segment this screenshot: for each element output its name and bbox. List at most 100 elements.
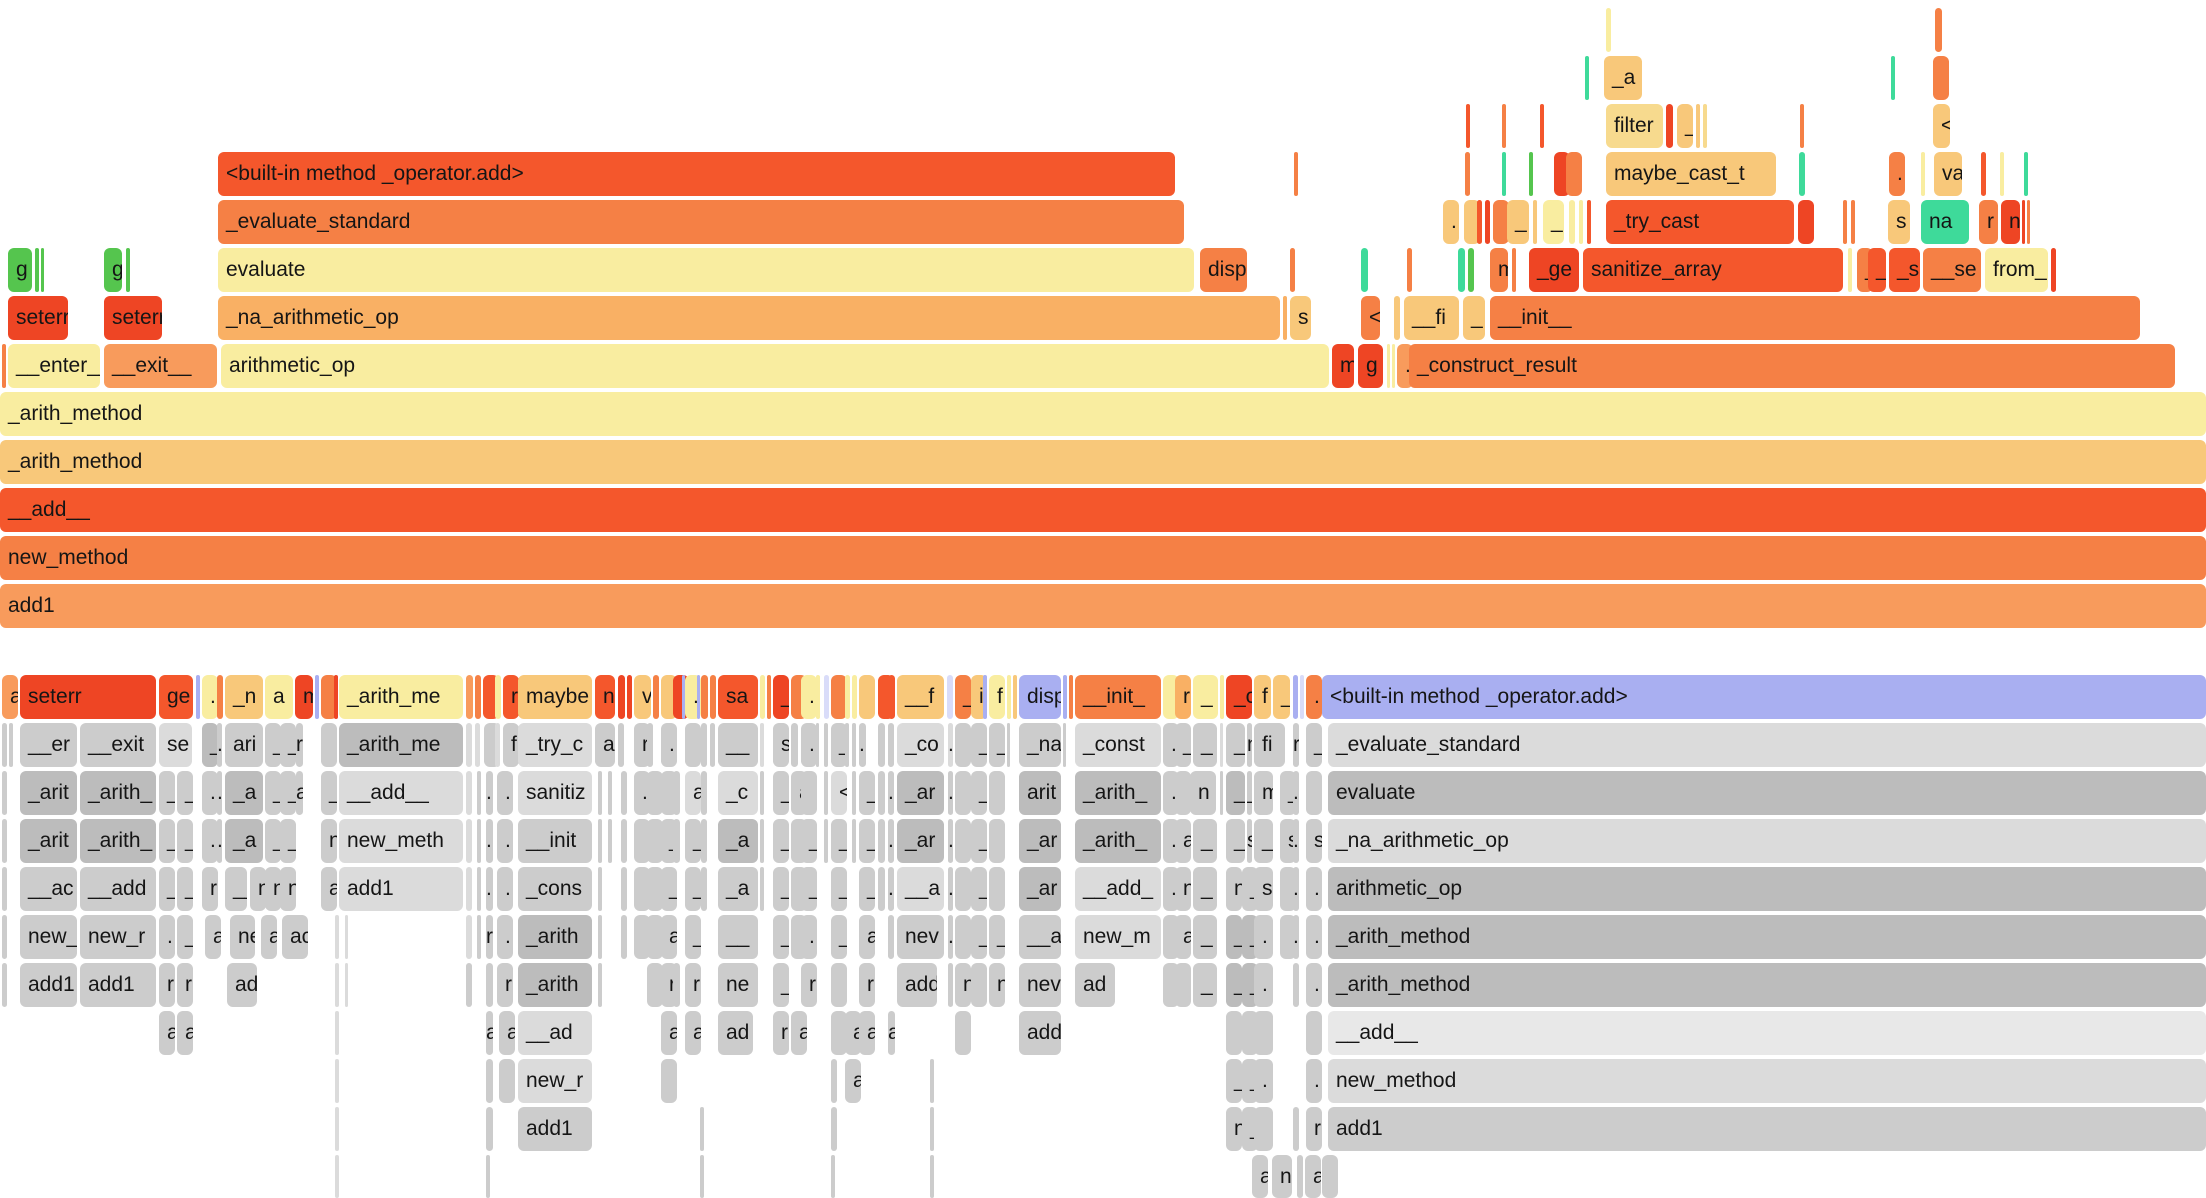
frame-_[interactable]: _ (661, 867, 677, 911)
frame-sliver[interactable]: . (486, 819, 493, 863)
frame-sliver[interactable] (760, 867, 764, 911)
frame-sliver[interactable]: . (634, 771, 650, 815)
frame-sliver[interactable]: . (1306, 963, 1322, 1007)
frame-add[interactable]: add (897, 963, 937, 1007)
frame-__ad[interactable]: __ad (518, 1011, 592, 1055)
frame-sliver[interactable] (2, 771, 7, 815)
frame-sliver[interactable] (859, 675, 875, 719)
frame-sliver[interactable] (486, 1107, 493, 1151)
frame-sliver[interactable] (2, 867, 7, 911)
frame-__[interactable]: __ (225, 867, 247, 911)
frame-sliver[interactable] (989, 867, 1005, 911)
frame-n[interactable]: n (955, 963, 971, 1007)
frame-a[interactable]: a (205, 915, 221, 959)
frame-sliver[interactable] (930, 1107, 934, 1151)
frame-sliver[interactable] (1464, 200, 1480, 244)
frame-_a[interactable]: _a (225, 819, 263, 863)
frame-new_r[interactable]: new_r (80, 915, 156, 959)
frame-sliver[interactable] (466, 915, 472, 959)
frame-sliver[interactable] (1502, 152, 1506, 196)
frame-g[interactable]: g (1358, 344, 1383, 388)
frame-sliver[interactable] (701, 723, 707, 767)
frame-add1[interactable]: add1 (20, 963, 77, 1007)
frame-sliver[interactable] (477, 867, 481, 911)
frame-sliver[interactable]: . (801, 915, 817, 959)
frame-r[interactable]: r (497, 963, 513, 1007)
frame-sliver[interactable] (598, 819, 602, 863)
frame-sanitiz[interactable]: sanitiz (518, 771, 592, 815)
frame-n[interactable]: n (595, 675, 615, 719)
frame-_a[interactable]: _a (280, 723, 296, 767)
frame-sliver[interactable]: . (1443, 200, 1459, 244)
frame-sliver[interactable] (2022, 200, 2025, 244)
frame-sliver[interactable] (1293, 963, 1299, 1007)
frame-sliver[interactable] (196, 675, 200, 719)
frame-_[interactable]: _ (773, 771, 789, 815)
frame-_na_arithmetic_op[interactable]: _na_arithmetic_op (1328, 819, 2206, 863)
frame-sliver[interactable] (760, 819, 764, 863)
frame-sliver[interactable]: . (1306, 675, 1322, 719)
frame-_a[interactable]: _a (718, 819, 758, 863)
frame-sliver[interactable] (1540, 104, 1544, 148)
frame-r[interactable]: r (773, 1011, 789, 1055)
frame-__add[interactable]: __add (80, 867, 156, 911)
frame-nc[interactable]: nc (280, 867, 296, 911)
frame-a[interactable]: a (791, 1011, 807, 1055)
frame-sliver[interactable] (701, 819, 707, 863)
frame-_[interactable]: _ (177, 867, 193, 911)
frame-sliver[interactable] (1666, 104, 1673, 148)
frame-sliver[interactable]: . (801, 723, 817, 767)
frame-sliver[interactable] (618, 675, 625, 719)
frame-r[interactable]: r (1175, 675, 1191, 719)
frame-_[interactable]: _ (773, 915, 789, 959)
frame-sliver[interactable] (1935, 8, 1942, 52)
frame-f[interactable]: f (1254, 675, 1271, 719)
frame-sliver[interactable] (1254, 1011, 1273, 1055)
frame-new_r[interactable]: new_r (518, 1059, 592, 1103)
frame-arithmetic_op[interactable]: arithmetic_op (221, 344, 1329, 388)
frame-sliver[interactable] (767, 675, 771, 719)
frame-from_[interactable]: from_ (1985, 248, 2048, 292)
frame-_[interactable]: _ (773, 819, 789, 863)
frame-__er[interactable]: __er (20, 723, 77, 767)
frame-sliver[interactable] (1579, 200, 1583, 244)
frame-sliver[interactable] (2000, 152, 2004, 196)
frame-n[interactable]: n (265, 867, 281, 911)
frame-sliver[interactable] (701, 771, 707, 815)
frame-_a[interactable]: _a (1604, 56, 1642, 100)
frame-sliver[interactable] (335, 963, 339, 1007)
frame-_arit[interactable]: _arit (20, 771, 77, 815)
frame-_try_c[interactable]: _try_c (518, 723, 592, 767)
frame-sliver[interactable]: . (1293, 867, 1299, 911)
frame-sliver[interactable] (989, 819, 1005, 863)
frame-_[interactable]: _ (159, 819, 175, 863)
frame-__f[interactable]: __f (897, 675, 944, 719)
frame-sliver[interactable] (1512, 248, 1516, 292)
frame-a[interactable]: a (845, 1059, 861, 1103)
frame-_arith_[interactable]: _arith_ (80, 771, 156, 815)
frame-_[interactable]: _ (1273, 675, 1290, 719)
frame-n[interactable]: n (1272, 1155, 1292, 1198)
frame-__init_[interactable]: __init_ (1075, 675, 1161, 719)
frame-_[interactable]: _ (1175, 723, 1191, 767)
frame-a[interactable]: a (685, 1011, 701, 1055)
frame-sliver[interactable] (2, 963, 7, 1007)
frame-sliver[interactable] (477, 819, 481, 863)
frame-sliver[interactable] (335, 1107, 339, 1151)
frame-_arith_method[interactable]: _arith_method (1328, 915, 2206, 959)
frame-sliver[interactable] (1465, 152, 1470, 196)
frame-sliver[interactable]: . (948, 915, 953, 959)
frame-sliver[interactable]: . (948, 867, 953, 911)
frame-nev[interactable]: nev (1019, 963, 1061, 1007)
frame-_a[interactable]: _a (718, 867, 758, 911)
frame-n[interactable]: n (1247, 723, 1252, 767)
frame-sliver[interactable] (1798, 200, 1814, 244)
frame-sliver[interactable] (700, 1107, 704, 1151)
frame-sliver[interactable] (1220, 771, 1223, 815)
frame-sliver[interactable] (1468, 248, 1474, 292)
frame-__a[interactable]: __a (897, 867, 944, 911)
frame-__a[interactable]: __a (1019, 915, 1061, 959)
frame-sliver[interactable] (1921, 152, 1925, 196)
frame-sliver[interactable]: . (217, 771, 222, 815)
frame-sliver[interactable] (627, 675, 632, 719)
